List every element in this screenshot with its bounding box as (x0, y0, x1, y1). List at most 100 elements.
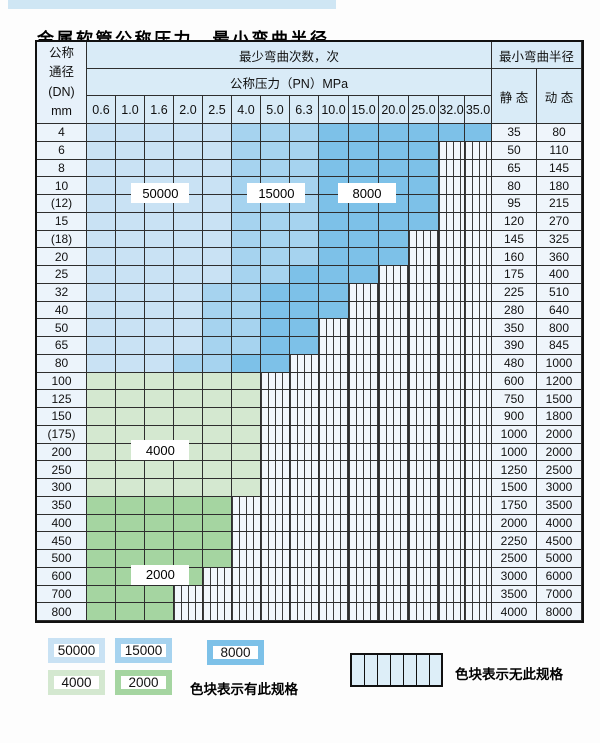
no-spec-cell (439, 425, 465, 444)
no-spec-cell (261, 372, 290, 391)
no-spec-cell (465, 532, 492, 550)
no-spec-cell (349, 372, 379, 391)
row-label-dn: (175) (37, 425, 87, 444)
no-spec-cell (465, 390, 492, 408)
no-spec-cell (439, 585, 465, 604)
no-spec-cell (409, 532, 439, 550)
spec-cell (116, 319, 145, 337)
no-spec-cell (439, 479, 465, 497)
spec-cell (116, 283, 145, 302)
spec-cell (174, 124, 203, 142)
spec-cell (349, 124, 379, 142)
no-spec-cell (379, 496, 409, 515)
no-spec-cell (261, 479, 290, 497)
no-spec-cell (465, 248, 492, 266)
no-spec-cell (261, 567, 290, 586)
spec-cell (261, 337, 290, 355)
static-value: 1500 (492, 479, 537, 497)
pressure-tick: 0.6 (87, 96, 116, 124)
no-spec-cell (319, 479, 349, 497)
spec-cell (232, 319, 261, 337)
no-spec-cell (409, 283, 439, 302)
no-spec-cell (465, 603, 492, 621)
static-value: 120 (492, 212, 537, 231)
row-label-dn: 200 (37, 443, 87, 462)
no-spec-cell (379, 461, 409, 479)
static-value: 350 (492, 319, 537, 337)
dynamic-column-header: 动 态 (537, 69, 582, 124)
no-spec-cell (465, 159, 492, 178)
dynamic-value: 4000 (537, 514, 582, 533)
row-label-dn: 25 (37, 266, 87, 284)
spec-cell (116, 354, 145, 373)
bend-cycles-header: 最少弯曲次数，次 (87, 42, 492, 69)
spec-cell (203, 550, 232, 568)
spec-cell (349, 141, 379, 160)
spec-cell (87, 461, 116, 479)
spec-cell (174, 390, 203, 408)
no-spec-cell (465, 195, 492, 213)
no-spec-cell (290, 585, 319, 604)
spec-cell (116, 461, 145, 479)
no-spec-cell (290, 567, 319, 586)
spec-cell (87, 425, 116, 444)
pressure-tick: 1.6 (145, 96, 174, 124)
dynamic-value: 1000 (537, 354, 582, 373)
spec-cell (145, 159, 174, 178)
spec-cell (203, 212, 232, 231)
no-spec-cell (319, 337, 349, 355)
no-spec-cell (409, 550, 439, 568)
spec-cell (232, 141, 261, 160)
no-spec-cell (439, 301, 465, 320)
row-label-dn: 10 (37, 177, 87, 195)
no-spec-cell (349, 550, 379, 568)
no-spec-cell (261, 496, 290, 515)
no-spec-cell (409, 408, 439, 426)
spec-cell (203, 301, 232, 320)
row-label-dn: 20 (37, 248, 87, 266)
spec-cell (203, 177, 232, 195)
spec-cell (145, 337, 174, 355)
legend-swatch-15000: 15000 (115, 638, 172, 663)
spec-cell (349, 212, 379, 231)
spec-cell (87, 337, 116, 355)
row-label-dn: 450 (37, 532, 87, 550)
spec-cell (261, 301, 290, 320)
pressure-tick: 2.0 (174, 96, 203, 124)
spec-cell (319, 266, 349, 284)
spec-cell (379, 159, 409, 178)
dynamic-value: 180 (537, 177, 582, 195)
spec-cell (379, 230, 409, 249)
no-spec-cell (465, 550, 492, 568)
dynamic-value: 845 (537, 337, 582, 355)
spec-cell (203, 337, 232, 355)
spec-cell (261, 212, 290, 231)
static-value: 145 (492, 230, 537, 249)
no-spec-cell (290, 496, 319, 515)
no-spec-cell (465, 354, 492, 373)
spec-cell (116, 212, 145, 231)
no-spec-cell (319, 354, 349, 373)
no-spec-cell (174, 603, 203, 621)
no-spec-cell (319, 443, 349, 462)
no-spec-cell (232, 603, 261, 621)
row-label-dn: 50 (37, 319, 87, 337)
spec-cell (232, 390, 261, 408)
dynamic-value: 1800 (537, 408, 582, 426)
no-spec-cell (439, 567, 465, 586)
spec-cell (145, 212, 174, 231)
row-label-dn: 32 (37, 283, 87, 302)
spec-cell (174, 532, 203, 550)
no-spec-cell (465, 461, 492, 479)
spec-cell (232, 408, 261, 426)
spec-cell (203, 283, 232, 302)
static-value: 35 (492, 124, 537, 142)
no-spec-cell (319, 496, 349, 515)
static-value: 280 (492, 301, 537, 320)
no-spec-cell (261, 408, 290, 426)
row-label-dn: 65 (37, 337, 87, 355)
spec-cell (290, 283, 319, 302)
row-label-dn: (18) (37, 230, 87, 249)
row-label-dn: 8 (37, 159, 87, 178)
spec-cell (87, 408, 116, 426)
